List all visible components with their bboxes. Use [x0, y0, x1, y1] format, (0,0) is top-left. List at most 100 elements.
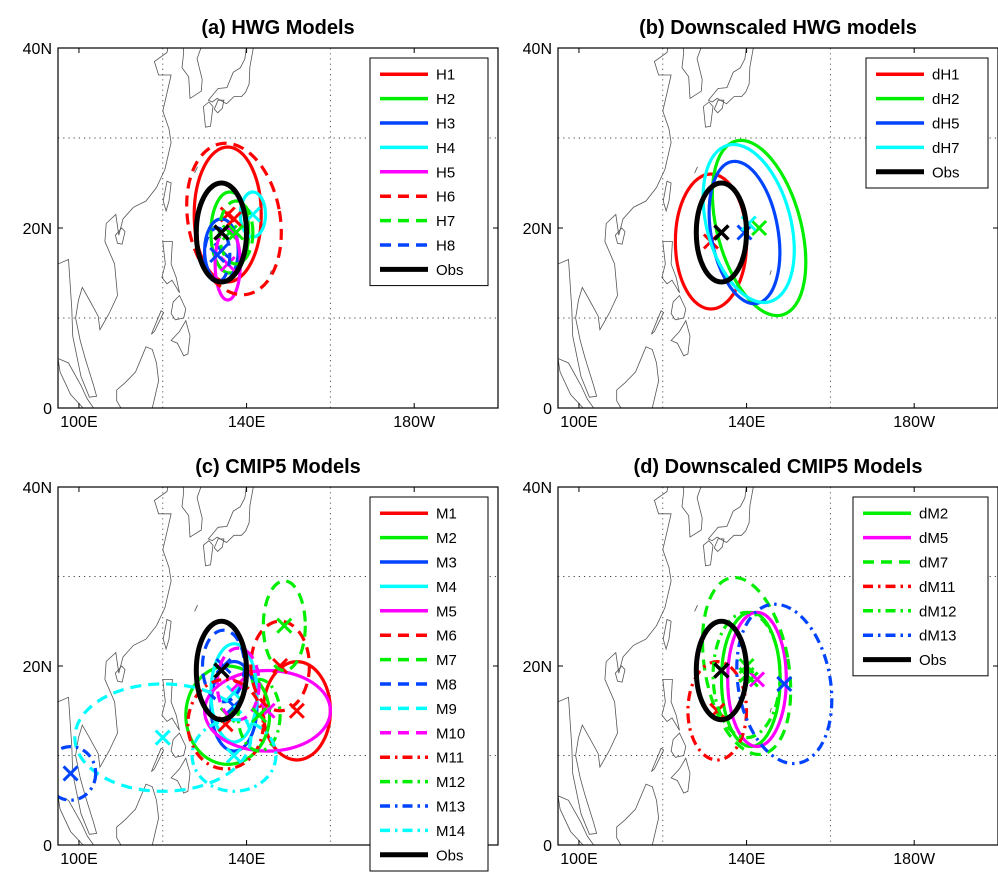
legend-entry: H4	[380, 140, 455, 157]
legend-label: dM12	[919, 603, 957, 620]
legend-label: M14	[436, 823, 465, 840]
x-tick-label: 180W	[393, 414, 436, 431]
coastline	[558, 487, 772, 845]
legend-entry: H2	[380, 91, 455, 108]
legend-label: dM2	[919, 506, 948, 523]
marker-Obs	[713, 662, 730, 679]
legend-label: M6	[436, 628, 457, 645]
legend-entry: H7	[380, 213, 455, 230]
legend-label: M2	[436, 530, 457, 547]
x-tick-label: 180W	[893, 851, 936, 868]
island-coast	[213, 99, 225, 114]
island-coast	[116, 346, 160, 408]
island-coast	[194, 166, 198, 174]
legend-label: H7	[436, 213, 455, 230]
legend-label: M4	[436, 579, 457, 596]
legend-label: dM7	[919, 555, 948, 572]
marker-Obs	[713, 224, 730, 241]
marker-M14	[225, 747, 243, 764]
panel-title: (b) Downscaled HWG models	[639, 17, 917, 39]
legend-label: Obs	[932, 164, 960, 181]
panel-title: (a) HWG Models	[201, 17, 354, 39]
ticks: 100E 140E 180W 0 20N 40N	[23, 41, 498, 431]
island-coast	[213, 538, 225, 552]
legend-label: M9	[436, 701, 457, 718]
mainland-coast	[58, 487, 172, 835]
legend-label: H2	[436, 91, 455, 108]
island-coast	[161, 241, 180, 294]
plot-content	[558, 487, 998, 845]
legend: dM2 dM5 dM7 dM11 dM12 dM13 Obs	[852, 496, 989, 677]
legend-entry: Obs	[863, 652, 947, 669]
legend-entry: H8	[380, 238, 455, 255]
coastline	[58, 48, 272, 408]
legend-entry: M10	[380, 725, 465, 742]
panel-3: (c) CMIP5 Models100E140E180W020N40NM1M2M…	[23, 456, 499, 872]
x-tick-label: 140E	[728, 414, 765, 431]
legend-entry: dH7	[876, 140, 960, 157]
ellipse-M14	[190, 718, 278, 793]
island-coast	[651, 310, 665, 335]
legend-entry: dM13	[863, 628, 957, 645]
legend-label: H5	[436, 164, 455, 181]
island-coast	[662, 618, 672, 651]
coastline	[558, 48, 772, 408]
legend-entry: Obs	[380, 262, 464, 279]
legend-label: dH1	[932, 67, 960, 84]
island-coast	[651, 747, 665, 772]
legend-label: Obs	[919, 652, 947, 669]
ellipse-Obs	[193, 618, 249, 723]
island-coast	[769, 707, 772, 713]
marker-dM5	[748, 671, 766, 688]
island-coast	[713, 538, 725, 552]
island-coast	[670, 757, 691, 794]
ellipse-M13	[58, 745, 98, 802]
legend-label: M8	[436, 677, 457, 694]
island-coast	[769, 270, 772, 275]
marker-Obs	[213, 224, 230, 241]
island-coast	[58, 795, 95, 845]
legend-entry: H6	[380, 189, 455, 206]
island-coast	[670, 319, 691, 357]
series-group	[58, 579, 333, 802]
y-tick-label: 40N	[23, 41, 52, 58]
island-coast	[707, 48, 754, 105]
legend-label: Obs	[436, 262, 464, 279]
legend-entry: dM2	[863, 506, 948, 523]
legend-entry: dH5	[876, 116, 960, 133]
x-tick-label: 140E	[728, 851, 765, 868]
legend-label: M1	[436, 506, 457, 523]
ellipse-dM7	[700, 575, 793, 757]
ellipse-M9	[73, 682, 253, 793]
marker-M6	[272, 657, 289, 675]
island-coast	[702, 101, 714, 128]
plot-content	[58, 48, 498, 408]
x-tick-label: 100E	[560, 851, 597, 868]
y-tick-label: 20N	[523, 221, 552, 238]
legend-entry: M3	[380, 555, 457, 572]
island-coast	[162, 618, 172, 651]
x-tick-label: 140E	[228, 851, 265, 868]
legend-entry: H3	[380, 116, 455, 133]
y-tick-label: 40N	[523, 480, 552, 497]
legend-entry: M6	[380, 628, 457, 645]
legend-entry: H1	[380, 67, 455, 84]
island-coast	[694, 166, 698, 174]
legend-entry: H5	[380, 164, 455, 181]
coastline	[58, 487, 272, 845]
legend-entry: dH1	[876, 67, 960, 84]
y-tick-label: 20N	[23, 659, 52, 676]
island-coast	[181, 487, 203, 538]
marker-dH2	[751, 219, 768, 237]
series-group	[686, 575, 834, 766]
ticks: 100E 140E 180W 0 20N 40N	[523, 480, 998, 868]
island-coast	[702, 540, 714, 567]
island-coast	[151, 747, 165, 772]
marker-H7	[228, 224, 245, 241]
series-group	[673, 138, 808, 318]
y-tick-label: 0	[543, 838, 552, 855]
ellipse-dM11	[686, 659, 749, 762]
legend-entry: M8	[380, 677, 457, 694]
island-coast	[151, 310, 165, 335]
island-coast	[614, 665, 626, 683]
